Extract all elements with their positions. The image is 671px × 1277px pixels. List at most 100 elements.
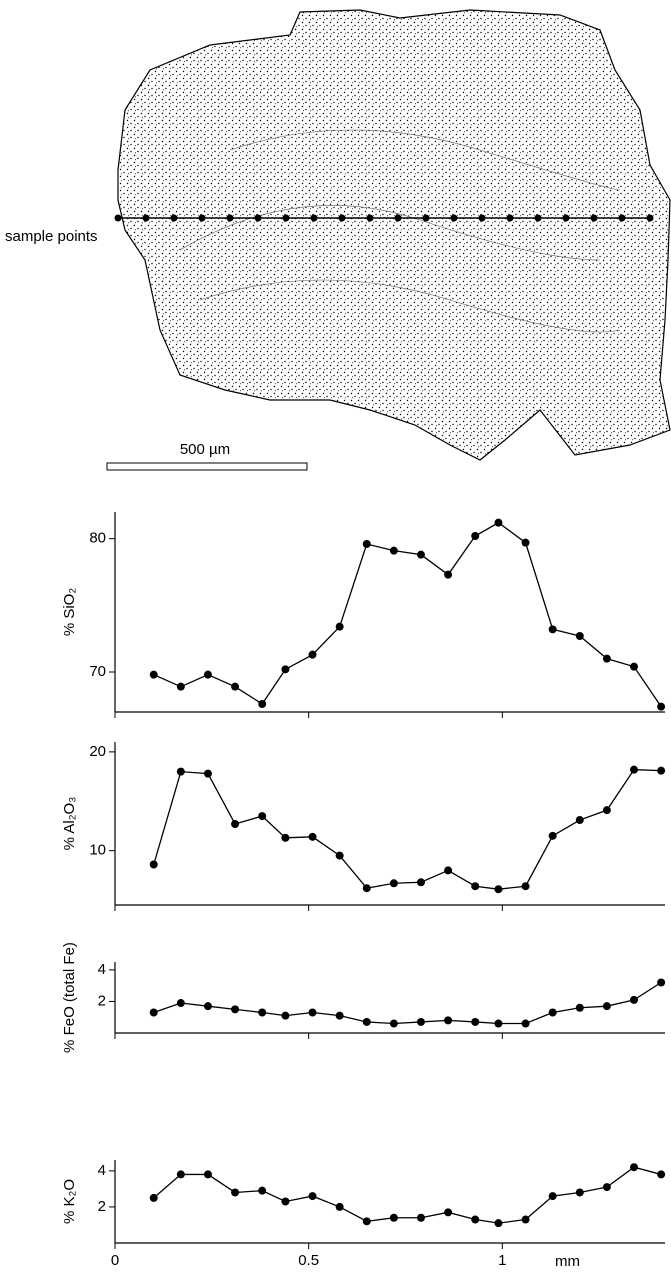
- data-point: [630, 765, 639, 774]
- data-point: [308, 1192, 317, 1201]
- sample-dot: [282, 214, 290, 222]
- data-point: [602, 1002, 611, 1011]
- data-point: [630, 995, 639, 1004]
- data-point: [389, 1213, 398, 1222]
- x-axis-label: mm: [555, 1253, 580, 1270]
- data-point: [231, 682, 240, 691]
- y-tick-label: 80: [89, 530, 106, 547]
- data-point: [416, 878, 425, 887]
- data-point: [389, 879, 398, 888]
- sample-dot: [394, 214, 402, 222]
- sample-label: sample points: [5, 228, 98, 245]
- y-tick-label: 4: [98, 1162, 106, 1179]
- data-point: [548, 1192, 557, 1201]
- y-axis-label: % FeO (total Fe): [61, 942, 78, 1053]
- data-point: [657, 1170, 666, 1179]
- sample-dot: [450, 214, 458, 222]
- data-point: [258, 700, 267, 708]
- sample-dot: [226, 214, 234, 222]
- data-point: [444, 1208, 453, 1217]
- data-point: [471, 1017, 480, 1026]
- data-point: [602, 654, 611, 663]
- data-point: [548, 625, 557, 634]
- data-point: [149, 670, 158, 679]
- sample-dot: [506, 214, 514, 222]
- data-point: [521, 1215, 530, 1224]
- data-line: [153, 981, 662, 1025]
- data-point: [308, 832, 317, 841]
- data-line: [153, 1166, 662, 1224]
- data-point: [203, 1170, 212, 1179]
- data-point: [657, 766, 666, 775]
- data-point: [362, 1017, 371, 1026]
- data-point: [258, 1008, 267, 1017]
- x-tick-label: 0.5: [298, 1252, 319, 1269]
- data-point: [281, 833, 290, 842]
- sample-dot: [170, 214, 178, 222]
- data-point: [548, 1008, 557, 1017]
- data-point: [602, 806, 611, 815]
- data-point: [416, 1213, 425, 1222]
- x-tick-label: 0: [111, 1252, 119, 1269]
- y-axis-label: % K₂O: [61, 1179, 78, 1224]
- data-point: [203, 670, 212, 679]
- data-point: [630, 1163, 639, 1172]
- data-point: [335, 622, 344, 631]
- data-point: [416, 1017, 425, 1026]
- data-point: [176, 999, 185, 1008]
- sample-dot: [562, 214, 570, 222]
- data-point: [281, 665, 290, 674]
- data-point: [471, 1215, 480, 1224]
- data-point: [602, 1183, 611, 1192]
- data-point: [494, 885, 503, 894]
- data-point: [548, 831, 557, 840]
- y-tick-label: 2: [98, 992, 106, 1009]
- y-tick-label: 70: [89, 663, 106, 680]
- data-point: [471, 532, 480, 540]
- data-point: [335, 1202, 344, 1211]
- data-point: [575, 816, 584, 825]
- data-point: [494, 1219, 503, 1228]
- sample-line: [114, 214, 654, 222]
- y-tick-label: 4: [98, 961, 106, 978]
- data-point: [335, 851, 344, 860]
- sample-dot: [618, 214, 626, 222]
- y-tick-label: 2: [98, 1198, 106, 1215]
- data-point: [176, 1170, 185, 1179]
- data-point: [521, 882, 530, 891]
- y-axis-label: % SiO₂: [61, 588, 78, 637]
- data-point: [657, 978, 666, 987]
- data-point: [308, 650, 317, 659]
- sample-dot: [422, 214, 430, 222]
- data-point: [471, 882, 480, 891]
- data-point: [281, 1197, 290, 1206]
- data-point: [231, 1188, 240, 1197]
- data-point: [521, 1019, 530, 1028]
- data-point: [389, 546, 398, 555]
- data-point: [281, 1011, 290, 1020]
- sample-dot: [198, 214, 206, 222]
- data-point: [308, 1008, 317, 1017]
- data-point: [444, 570, 453, 579]
- data-point: [362, 540, 371, 548]
- data-point: [494, 1019, 503, 1028]
- scale-label: 500 µm: [180, 441, 230, 458]
- data-line: [153, 768, 662, 890]
- data-point: [231, 1005, 240, 1014]
- sample-dot: [254, 214, 262, 222]
- y-axis-label: % Al₂O₃: [61, 797, 78, 851]
- data-point: [176, 682, 185, 691]
- y-tick-label: 20: [89, 743, 106, 760]
- specimen-drawing: [117, 9, 671, 461]
- data-point: [657, 702, 666, 711]
- data-point: [203, 1002, 212, 1011]
- data-point: [630, 662, 639, 671]
- data-point: [389, 1019, 398, 1028]
- data-point: [444, 866, 453, 875]
- data-point: [362, 1217, 371, 1226]
- data-point: [203, 769, 212, 778]
- data-point: [149, 1193, 158, 1202]
- data-point: [362, 884, 371, 893]
- sample-dot: [310, 214, 318, 222]
